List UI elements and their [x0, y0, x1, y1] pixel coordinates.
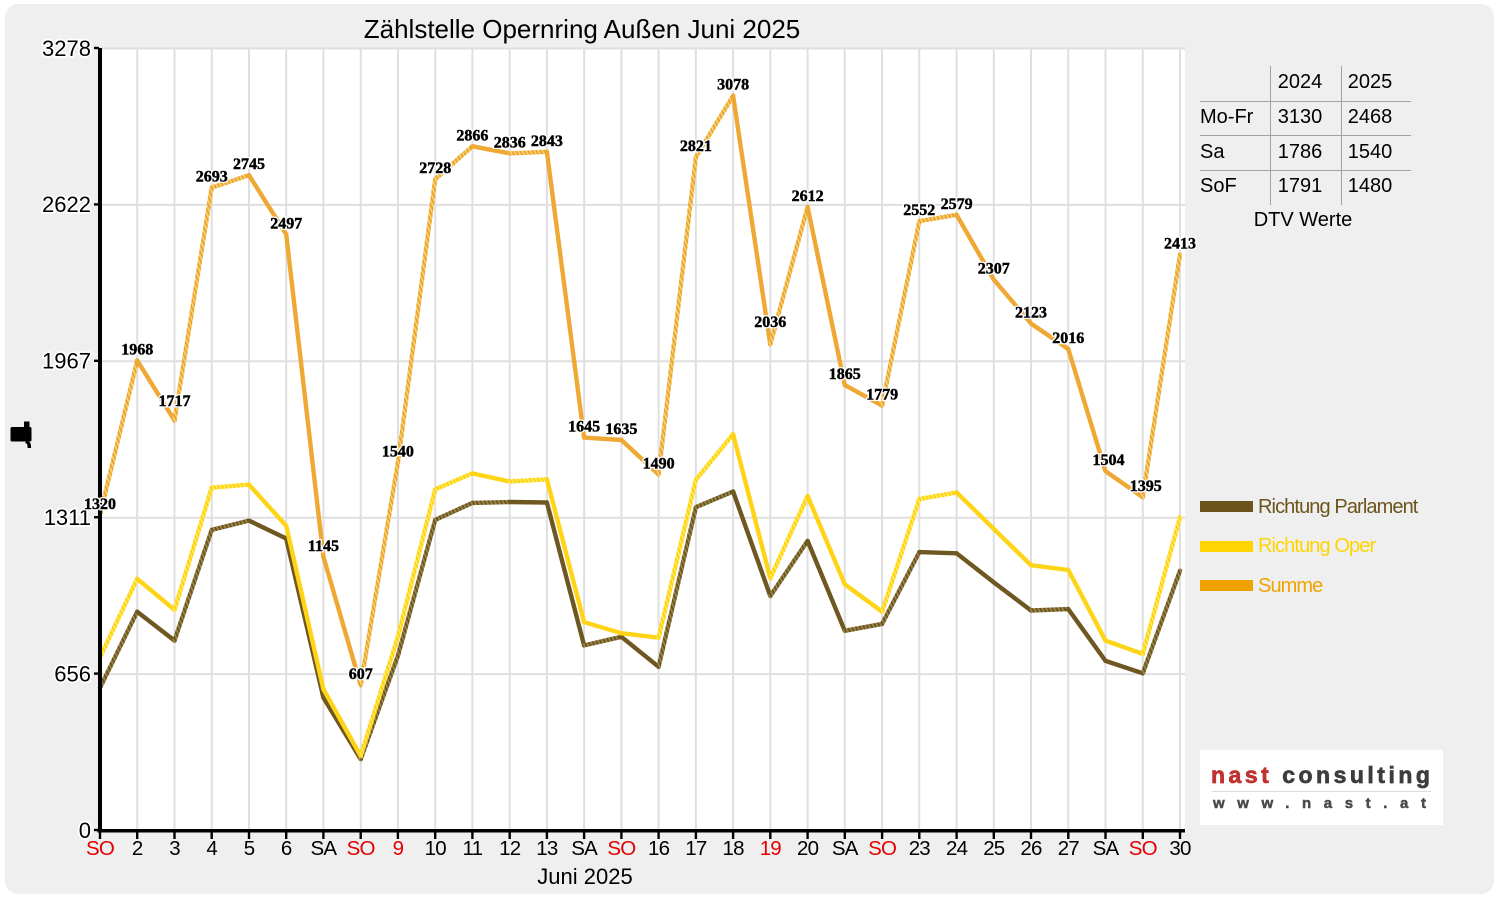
svg-text:2836: 2836: [494, 134, 526, 151]
svg-text:1968: 1968: [121, 342, 153, 359]
svg-text:27: 27: [1058, 837, 1080, 860]
svg-text:1645: 1645: [568, 419, 600, 436]
svg-text:607: 607: [349, 666, 373, 683]
svg-text:6: 6: [281, 837, 292, 860]
svg-text:2579: 2579: [941, 196, 973, 213]
svg-text:656: 656: [54, 661, 91, 686]
svg-text:1968: 1968: [121, 342, 153, 359]
svg-text:2123: 2123: [1015, 305, 1047, 322]
svg-text:2693: 2693: [196, 169, 228, 186]
svg-text:1717: 1717: [159, 393, 191, 410]
svg-text:1779: 1779: [866, 387, 898, 404]
svg-text:1635: 1635: [605, 421, 637, 438]
svg-text:SA: SA: [311, 837, 338, 860]
svg-text:23: 23: [909, 837, 931, 860]
svg-text:1865: 1865: [829, 366, 861, 383]
svg-text:3078: 3078: [717, 77, 749, 94]
svg-text:2552: 2552: [903, 202, 935, 219]
svg-text:1395: 1395: [1130, 478, 1162, 495]
svg-text:2123: 2123: [1015, 305, 1047, 322]
svg-text:2036: 2036: [754, 314, 786, 331]
svg-text:SO: SO: [1129, 837, 1157, 860]
svg-text:18: 18: [722, 837, 744, 860]
svg-text:1779: 1779: [866, 387, 898, 404]
svg-text:2836: 2836: [494, 134, 526, 151]
svg-text:2612: 2612: [792, 188, 824, 205]
svg-text:2866: 2866: [456, 127, 488, 144]
svg-text:19: 19: [760, 837, 782, 860]
svg-text:26: 26: [1020, 837, 1042, 860]
svg-text:13: 13: [536, 837, 558, 860]
svg-text:24: 24: [946, 837, 968, 860]
svg-text:2307: 2307: [978, 261, 1010, 278]
svg-text:SA: SA: [571, 837, 598, 860]
svg-text:2821: 2821: [680, 138, 712, 155]
svg-text:2: 2: [132, 837, 143, 860]
svg-text:1145: 1145: [308, 538, 339, 555]
svg-text:2622: 2622: [42, 192, 91, 217]
svg-text:16: 16: [648, 837, 670, 860]
svg-text:11: 11: [463, 837, 483, 860]
svg-text:SA: SA: [832, 837, 859, 860]
svg-text:1320: 1320: [84, 496, 116, 513]
svg-text:2552: 2552: [903, 202, 935, 219]
svg-text:17: 17: [685, 837, 707, 860]
svg-text:1635: 1635: [605, 421, 637, 438]
svg-text:2579: 2579: [941, 196, 973, 213]
svg-text:2866: 2866: [456, 127, 488, 144]
svg-text:2728: 2728: [419, 160, 451, 177]
svg-text:2036: 2036: [754, 314, 786, 331]
svg-text:2745: 2745: [233, 156, 265, 173]
svg-text:1540: 1540: [382, 444, 414, 461]
svg-text:3078: 3078: [717, 77, 749, 94]
svg-text:30: 30: [1169, 837, 1191, 860]
svg-text:1504: 1504: [1093, 452, 1125, 469]
svg-text:10: 10: [425, 837, 447, 860]
svg-text:2821: 2821: [680, 138, 712, 155]
svg-text:9: 9: [393, 837, 404, 860]
svg-text:0: 0: [79, 818, 91, 843]
svg-text:1311: 1311: [44, 505, 91, 530]
svg-text:SA: SA: [1093, 837, 1120, 860]
svg-text:3: 3: [169, 837, 180, 860]
svg-text:SO: SO: [607, 837, 635, 860]
svg-text:2016: 2016: [1052, 330, 1084, 347]
svg-text:1490: 1490: [643, 456, 675, 473]
svg-text:2843: 2843: [531, 133, 563, 150]
svg-text:SO: SO: [347, 837, 375, 860]
svg-text:2728: 2728: [419, 160, 451, 177]
svg-text:2693: 2693: [196, 169, 228, 186]
svg-text:2745: 2745: [233, 156, 265, 173]
svg-text:1540: 1540: [382, 444, 414, 461]
svg-text:1395: 1395: [1130, 478, 1162, 495]
svg-text:1490: 1490: [643, 456, 675, 473]
svg-text:1645: 1645: [568, 419, 600, 436]
svg-text:607: 607: [349, 666, 373, 683]
svg-text:2307: 2307: [978, 261, 1010, 278]
svg-text:Juni 2025: Juni 2025: [537, 864, 632, 889]
svg-text:2843: 2843: [531, 133, 563, 150]
svg-text:SO: SO: [868, 837, 896, 860]
svg-text:2497: 2497: [270, 215, 302, 232]
svg-text:1145: 1145: [308, 538, 339, 555]
svg-text:1865: 1865: [829, 366, 861, 383]
svg-text:1967: 1967: [42, 349, 91, 374]
svg-text:25: 25: [983, 837, 1005, 860]
svg-text:Zählstelle Opernring Außen Jun: Zählstelle Opernring Außen Juni 2025: [364, 14, 801, 44]
svg-text:2413: 2413: [1164, 235, 1196, 252]
svg-text:5: 5: [244, 837, 255, 860]
svg-text:1320: 1320: [84, 496, 116, 513]
svg-text:20: 20: [797, 837, 819, 860]
svg-text:3278: 3278: [42, 36, 91, 61]
svg-text:1717: 1717: [159, 393, 191, 410]
svg-text:2016: 2016: [1052, 330, 1084, 347]
svg-text:2612: 2612: [792, 188, 824, 205]
svg-text:1504: 1504: [1093, 452, 1125, 469]
svg-text:2413: 2413: [1164, 235, 1196, 252]
svg-text:4: 4: [206, 837, 217, 860]
svg-text:2497: 2497: [270, 215, 302, 232]
svg-text:12: 12: [499, 837, 521, 860]
svg-text:SO: SO: [86, 837, 114, 860]
